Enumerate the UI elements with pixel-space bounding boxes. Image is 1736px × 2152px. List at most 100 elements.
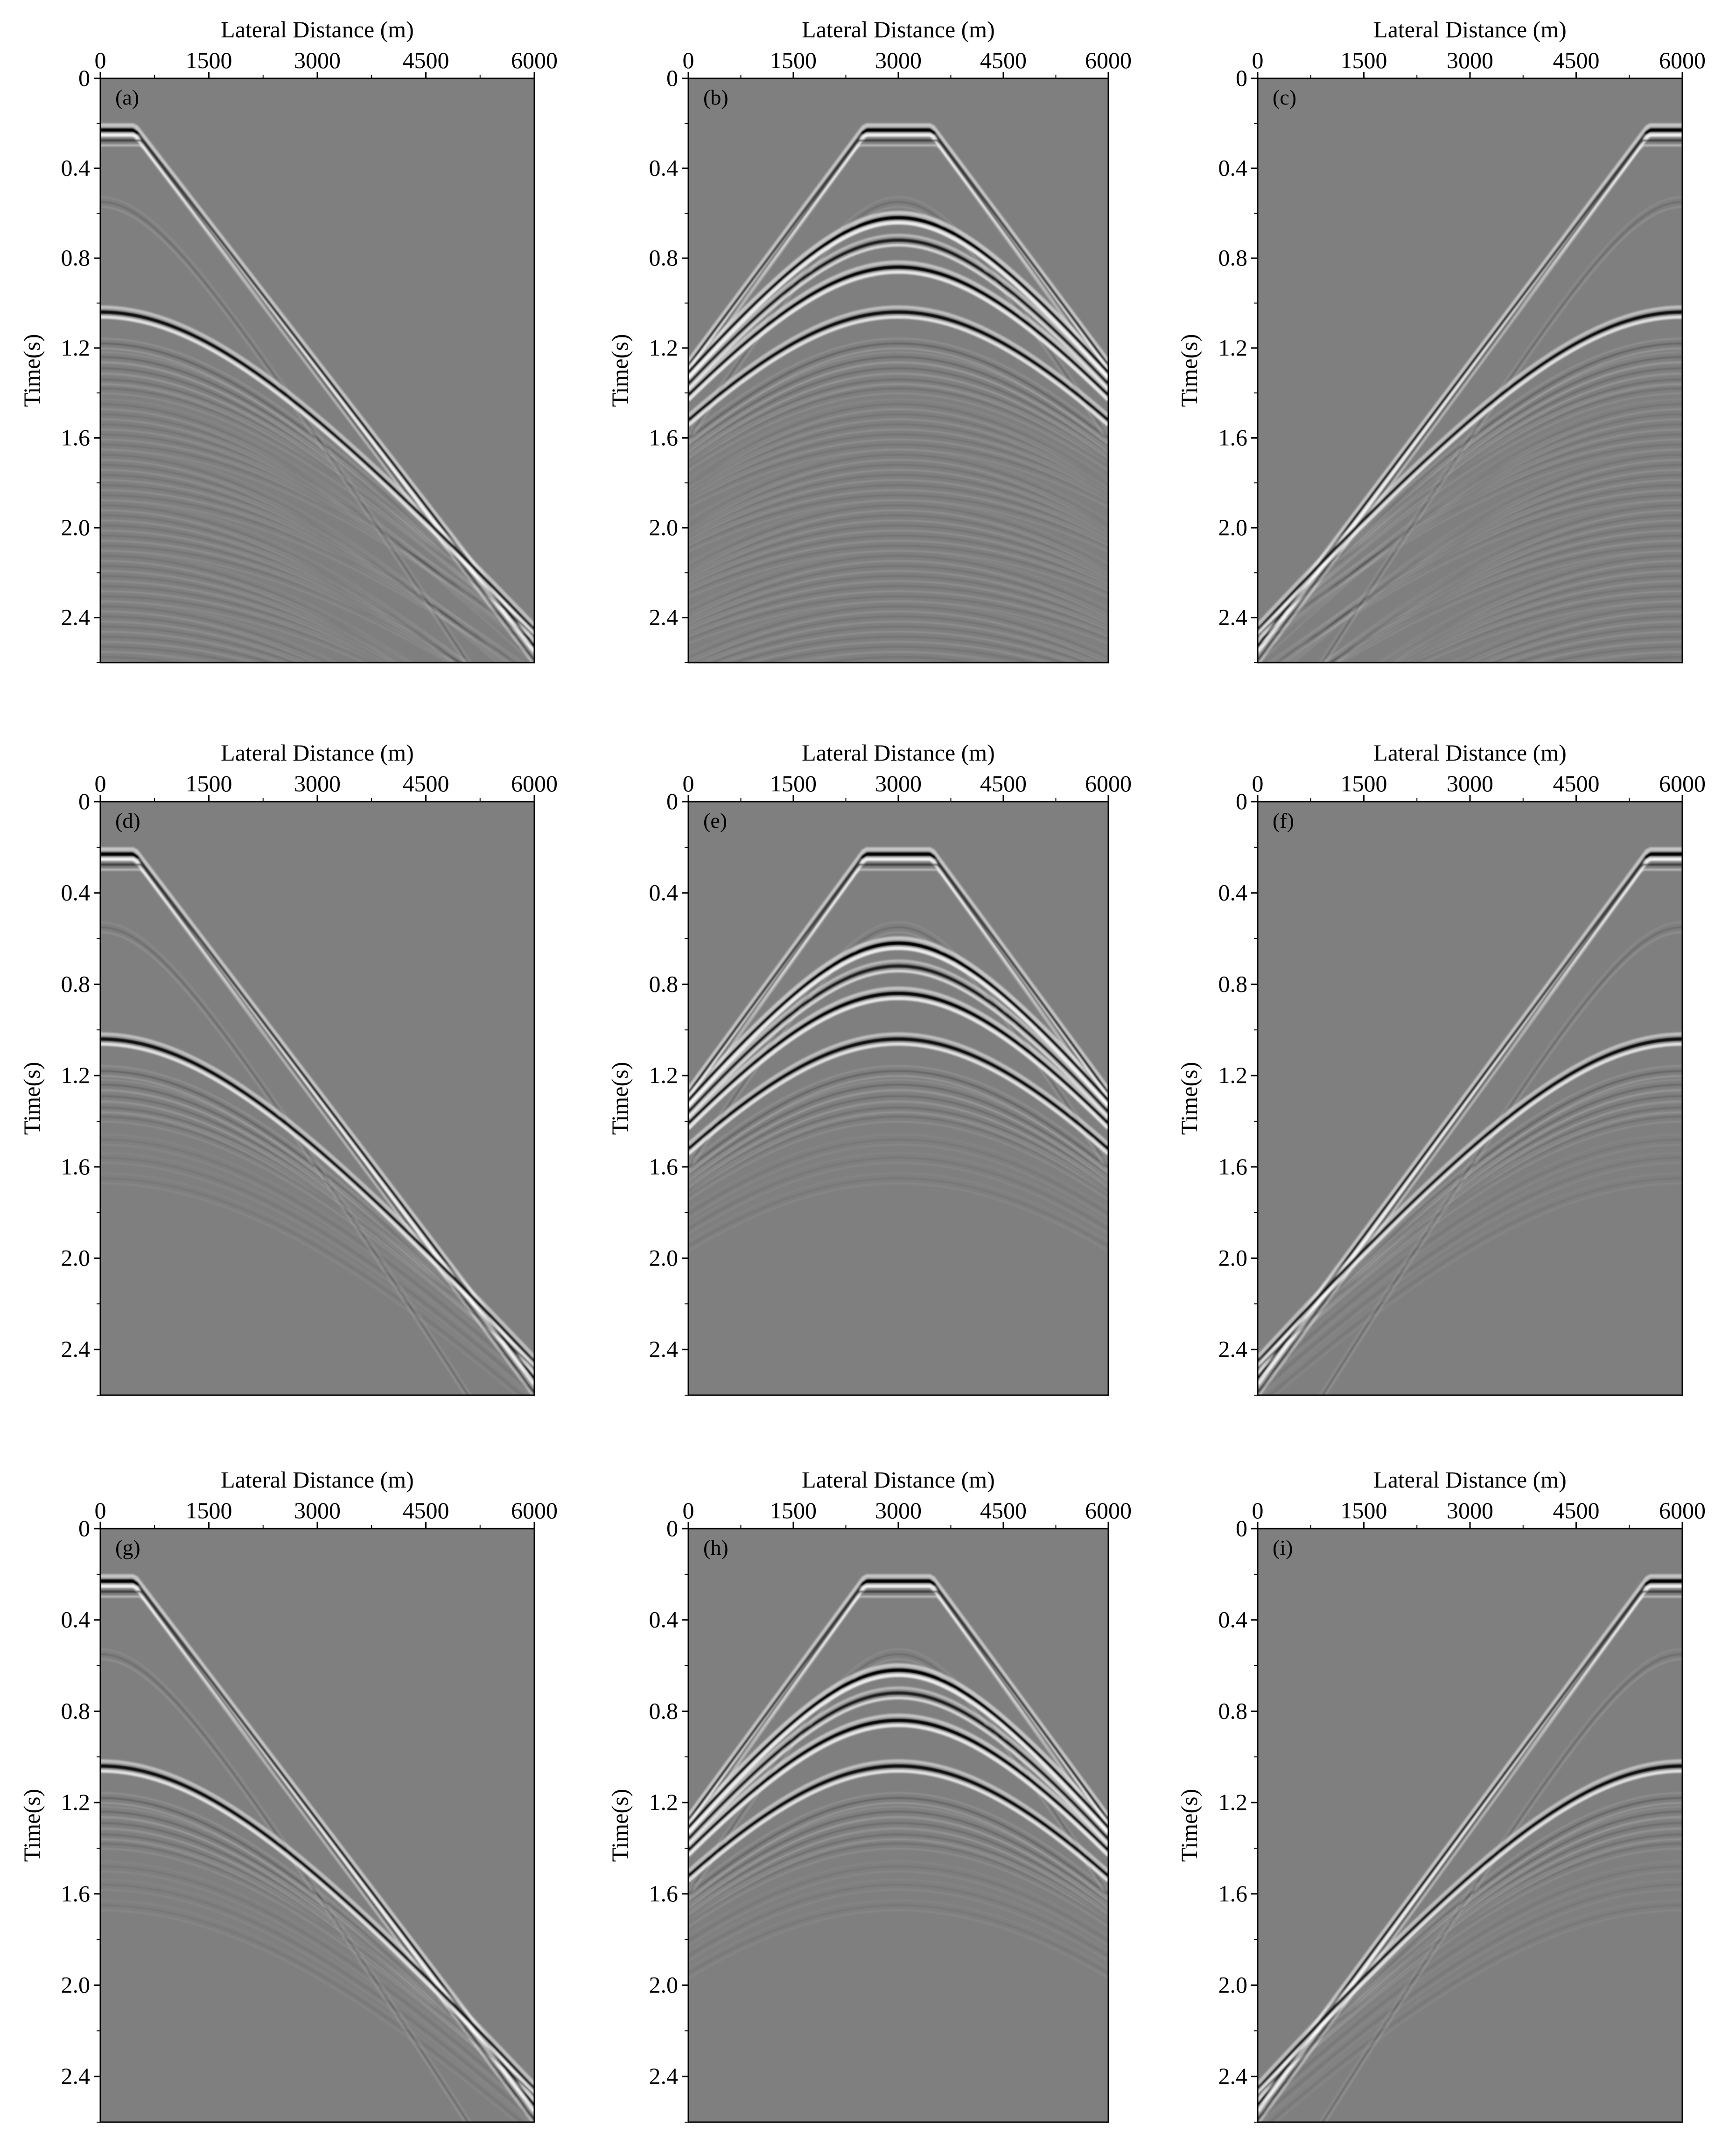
late-noise-event <box>100 601 337 663</box>
reflection-event <box>1258 1065 1682 1363</box>
reflection-event <box>688 1079 1108 1172</box>
y-tick-label: 1.6 <box>1218 424 1248 450</box>
reflection-event <box>688 969 1108 1118</box>
reflection-event <box>1258 1848 1682 2101</box>
late-noise-event <box>688 449 1108 521</box>
reflection-event <box>688 1719 1108 1852</box>
reflection-event <box>1319 1649 1682 2122</box>
reflection-event <box>688 1095 1108 1183</box>
late-event <box>100 1909 517 2122</box>
late-noise-event <box>1258 419 1682 643</box>
late-noise-event <box>688 500 1108 564</box>
reflection-event <box>100 1037 534 1363</box>
late-event <box>1258 1144 1682 1388</box>
x-tick-label: 4500 <box>980 1497 1027 1523</box>
reflection-event <box>688 379 1108 461</box>
reflection-event <box>1319 196 1682 663</box>
reflection-event <box>100 1827 534 2101</box>
reflection-event <box>1258 374 1682 632</box>
x-axis-label: Lateral Distance (m) <box>221 16 414 42</box>
y-tick-label: 2.4 <box>1218 604 1248 630</box>
reflection-event <box>688 1121 1108 1201</box>
late-noise-event <box>100 555 405 663</box>
late-event <box>688 1173 1108 1242</box>
x-tick-label: 0 <box>683 770 694 797</box>
reflection-event <box>688 383 1108 461</box>
late-noise-event <box>100 570 404 663</box>
y-tick-label: 0 <box>1236 1515 1247 1541</box>
x-tick-label: 1500 <box>770 47 817 73</box>
late-event <box>1258 1879 1682 2116</box>
y-tick-label: 1.2 <box>649 1062 679 1088</box>
y-tick-label: 1.6 <box>649 1153 679 1180</box>
late-noise-event <box>100 651 217 663</box>
late-event <box>1258 1866 1682 2110</box>
x-axis-label: Lateral Distance (m) <box>1373 740 1567 766</box>
late-noise-event <box>1321 520 1682 663</box>
direct-wave <box>100 847 534 1376</box>
late-event <box>1258 1152 1682 1389</box>
reflection-event <box>688 315 1108 427</box>
late-noise-event <box>100 489 525 663</box>
y-tick-label: 0.4 <box>1218 880 1248 906</box>
late-event <box>688 1182 1108 1252</box>
panel-h: 0 1500 3000 4500 6000 Lateral Distance (m) 0 0.… <box>607 1467 1132 2123</box>
y-tick-label: 0.8 <box>61 245 91 271</box>
reflection-event <box>688 996 1108 1130</box>
reflection-event <box>1258 1806 1682 2091</box>
late-event <box>100 1861 534 2105</box>
y-tick-label: 0.8 <box>1218 971 1248 997</box>
y-axis-label: Time(s) <box>1176 334 1202 407</box>
reflection-event <box>688 374 1108 456</box>
late-event <box>1269 1178 1682 1395</box>
x-tick-label: 1500 <box>770 770 817 797</box>
late-noise-event <box>1281 499 1682 663</box>
reflection-event <box>688 1806 1108 1899</box>
late-noise-event <box>1377 550 1682 663</box>
late-noise-event <box>688 419 1108 488</box>
y-axis-label: Time(s) <box>607 1789 633 1862</box>
panel-label: (e) <box>703 809 727 832</box>
late-noise-event <box>100 611 325 663</box>
direct-wave <box>688 868 1108 1107</box>
reflection-event <box>688 964 1108 1113</box>
y-tick-label: 1.2 <box>61 1789 91 1815</box>
late-noise-event <box>688 580 1108 628</box>
late-noise-event <box>688 595 1108 639</box>
late-noise-event <box>688 570 1108 621</box>
late-noise-event <box>1340 550 1682 663</box>
late-event <box>688 1905 1108 1974</box>
late-event <box>688 1162 1108 1235</box>
y-tick-label: 1.6 <box>1218 1880 1248 1907</box>
y-tick-label: 2.0 <box>1218 1971 1248 1998</box>
late-noise-event <box>100 520 469 663</box>
reflection-event <box>1258 1102 1682 1364</box>
reflection-event <box>688 1111 1108 1190</box>
x-tick-label: 1500 <box>1341 1497 1387 1523</box>
late-noise-event <box>100 495 518 663</box>
reflection-event <box>1322 1654 1682 2122</box>
x-tick-label: 6000 <box>1085 47 1132 73</box>
reflection-event <box>688 361 1108 453</box>
late-noise-event <box>100 550 413 663</box>
reflection-event <box>688 233 1108 380</box>
x-axis-label: Lateral Distance (m) <box>802 1467 995 1493</box>
reflection-event <box>688 1827 1108 1915</box>
reflection-event <box>688 238 1108 385</box>
reflection-event <box>100 1823 534 2096</box>
late-noise-event <box>1328 515 1682 663</box>
late-noise-event <box>688 545 1108 593</box>
late-noise-event <box>1258 409 1682 649</box>
late-noise-event <box>100 479 523 663</box>
y-tick-label: 2.0 <box>649 514 679 540</box>
x-tick-label: 6000 <box>1085 1497 1132 1523</box>
late-noise-event <box>1269 479 1682 663</box>
direct-wave <box>688 863 1108 1102</box>
late-noise-event <box>1384 555 1682 663</box>
late-noise-event <box>1474 616 1682 663</box>
x-tick-label: 1500 <box>1341 770 1387 797</box>
y-tick-label: 0.8 <box>1218 1698 1248 1724</box>
reflection-event <box>100 338 534 631</box>
reflection-event <box>688 1822 1108 1910</box>
late-noise-event <box>688 495 1108 547</box>
